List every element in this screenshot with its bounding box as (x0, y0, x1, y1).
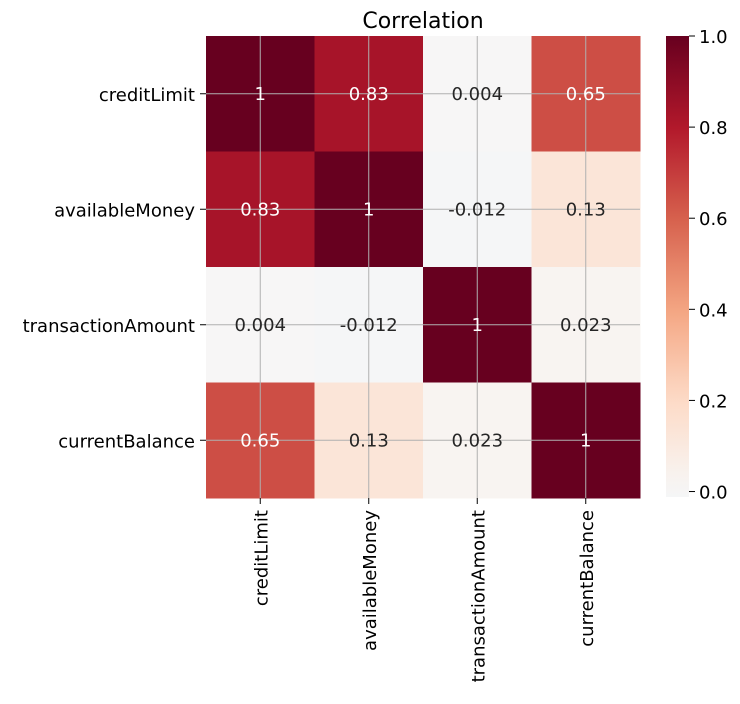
colorbar: 0.0 0.2 0.4 0.6 0.8 1.0 (666, 27, 728, 504)
y-tick-label: transactionAmount (23, 316, 195, 337)
colorbar-ticks: 0.0 0.2 0.4 0.6 0.8 1.0 (689, 27, 728, 504)
colorbar-tick-label: 0.4 (699, 300, 728, 321)
chart-title: Correlation (362, 9, 483, 34)
cell-annotation: -0.012 (448, 199, 506, 220)
colorbar-gradient (666, 36, 689, 497)
cell-annotation: 1 (472, 315, 483, 336)
cell-annotation: 0.023 (451, 430, 503, 451)
cell-annotation: 0.13 (349, 430, 389, 451)
cell-annotation: 0.023 (560, 315, 612, 336)
cell-annotation: 1 (363, 199, 374, 220)
cell-annotation: 0.65 (566, 84, 606, 105)
cell-annotation: 0.13 (566, 199, 606, 220)
x-tick-label: currentBalance (577, 510, 598, 647)
x-tick-label: creditLimit (251, 510, 272, 606)
cell-annotation: 0.83 (240, 199, 280, 220)
cell-annotation: 1 (255, 84, 266, 105)
cell-annotation: 0.83 (349, 84, 389, 105)
colorbar-tick-label: 0.6 (699, 209, 728, 230)
colorbar-tick-label: 1.0 (699, 27, 728, 48)
x-tick-label: availableMoney (360, 510, 381, 651)
colorbar-tick-label: 0.2 (699, 391, 728, 412)
cell-annotation: 0.004 (234, 315, 286, 336)
y-tick-label: availableMoney (54, 200, 195, 221)
heatmap-cells (206, 36, 641, 499)
colorbar-tick-label: 0.0 (699, 483, 728, 504)
cell-annotation: 0.004 (451, 84, 503, 105)
y-tick-label: creditLimit (99, 85, 195, 106)
colorbar-tick-label: 0.8 (699, 118, 728, 139)
cell-annotation: -0.012 (340, 315, 398, 336)
x-tick-label: transactionAmount (468, 510, 489, 682)
cell-annotation: 0.65 (240, 430, 280, 451)
gridlines (206, 36, 640, 498)
y-tick-labels: creditLimit availableMoney transactionAmou… (23, 85, 206, 452)
y-tick-label: currentBalance (58, 431, 195, 452)
x-tick-labels: creditLimit availableMoney transactionAmou… (251, 498, 598, 682)
cell-annotation: 1 (580, 430, 591, 451)
cell-annotations: 1 0.83 0.004 0.65 0.83 1 -0.012 0.13 0.004 -0.012… (234, 84, 611, 452)
